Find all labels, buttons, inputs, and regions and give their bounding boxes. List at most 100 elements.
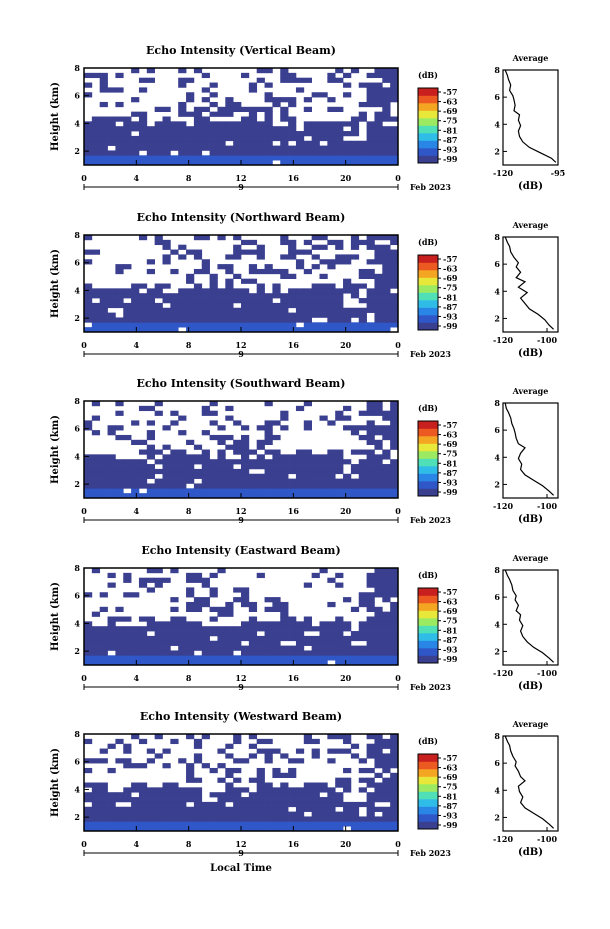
heatmap-cell bbox=[295, 792, 305, 798]
heatmap-cell bbox=[280, 787, 289, 793]
heatmap-cell bbox=[162, 631, 171, 637]
colorbar-tick-label: -63 bbox=[443, 264, 458, 274]
heatmap-cell bbox=[390, 239, 399, 246]
heatmap-cell bbox=[335, 259, 344, 265]
heatmap-cell bbox=[178, 816, 187, 822]
x-tick-label: 0 bbox=[395, 506, 401, 516]
heatmap-cell bbox=[131, 821, 140, 827]
heatmap-cell bbox=[217, 145, 226, 151]
heatmap-cell bbox=[186, 787, 195, 793]
heatmap-cell bbox=[350, 806, 360, 812]
heatmap-cell bbox=[201, 302, 210, 309]
heatmap-cell bbox=[280, 811, 289, 817]
heatmap-cell bbox=[193, 116, 203, 122]
heatmap-cell bbox=[382, 640, 391, 646]
heatmap-cell bbox=[343, 626, 352, 632]
colorbar-tick-label: -75 bbox=[443, 782, 457, 792]
heatmap-cell bbox=[350, 307, 360, 313]
heatmap-cell bbox=[248, 155, 258, 161]
heatmap-cell bbox=[225, 650, 234, 656]
heatmap-cell bbox=[382, 655, 391, 661]
heatmap-cell bbox=[193, 660, 203, 666]
heatmap-cell bbox=[225, 743, 234, 749]
heatmap-cell bbox=[248, 743, 258, 749]
x-tick-label: 20 bbox=[340, 506, 352, 516]
heatmap-cell bbox=[84, 767, 93, 774]
heatmap-cell bbox=[131, 816, 140, 822]
heatmap-cell bbox=[327, 140, 336, 146]
heatmap-cell bbox=[99, 155, 108, 161]
heatmap-cell bbox=[138, 577, 148, 583]
heatmap-cell bbox=[225, 254, 234, 260]
heatmap-cell bbox=[335, 826, 344, 832]
heatmap-cell bbox=[123, 468, 132, 475]
heatmap-cell bbox=[193, 743, 203, 749]
heatmap-cell bbox=[193, 150, 203, 156]
heatmap-cell bbox=[115, 640, 124, 646]
heatmap-cell bbox=[146, 787, 155, 793]
heatmap-cell bbox=[162, 145, 171, 151]
heatmap-cell bbox=[131, 734, 140, 740]
heatmap-cell bbox=[201, 327, 210, 333]
heatmap-cell bbox=[225, 792, 234, 798]
heatmap-cell bbox=[295, 459, 305, 465]
heatmap-cell bbox=[350, 312, 360, 318]
heatmap-cell bbox=[248, 753, 258, 759]
heatmap-cell bbox=[374, 126, 383, 132]
profile-title: Average bbox=[512, 220, 549, 230]
heatmap-cell bbox=[295, 140, 305, 146]
heatmap-cell bbox=[186, 826, 195, 832]
heatmap-cell bbox=[343, 145, 352, 151]
month-label: Feb 2023 bbox=[410, 682, 451, 692]
heatmap-cell bbox=[350, 239, 360, 246]
heatmap-cell bbox=[327, 126, 336, 132]
profile-line bbox=[504, 569, 555, 663]
heatmap-cell bbox=[162, 483, 171, 489]
heatmap-cell bbox=[335, 660, 344, 666]
heatmap-cell bbox=[225, 264, 234, 270]
heatmap-cell bbox=[107, 430, 116, 436]
heatmap-cell bbox=[374, 254, 383, 260]
heatmap-cell bbox=[225, 811, 234, 817]
heatmap-cell bbox=[131, 97, 140, 103]
heatmap-cell bbox=[311, 660, 320, 666]
heatmap-cell bbox=[233, 587, 242, 593]
heatmap-cell bbox=[280, 621, 289, 627]
heatmap-cell bbox=[241, 597, 250, 603]
heatmap-cell bbox=[288, 655, 297, 661]
heatmap-cell bbox=[123, 121, 132, 127]
heatmap-cell bbox=[91, 131, 101, 137]
heatmap-cell bbox=[170, 626, 179, 632]
profile-x-tick-label: -100 bbox=[537, 834, 557, 844]
heatmap-cell bbox=[233, 473, 242, 479]
heatmap-cell bbox=[91, 787, 101, 793]
heatmap-cell bbox=[146, 587, 155, 593]
heatmap-cell bbox=[303, 322, 312, 328]
heatmap-cell bbox=[248, 473, 258, 479]
heatmap-cell bbox=[256, 464, 265, 470]
heatmap-cell bbox=[186, 278, 195, 284]
heatmap-cell bbox=[272, 806, 281, 812]
heatmap-cell bbox=[335, 298, 344, 304]
heatmap-cell bbox=[327, 72, 336, 79]
heatmap-cell bbox=[209, 160, 218, 166]
heatmap-cell bbox=[343, 767, 352, 774]
heatmap-cell bbox=[225, 655, 234, 661]
heatmap-cell bbox=[264, 116, 273, 122]
heatmap-cell bbox=[225, 767, 234, 774]
heatmap-cell bbox=[366, 327, 375, 333]
profile-frame bbox=[502, 69, 559, 166]
heatmap-cell bbox=[272, 597, 281, 603]
heatmap-cell bbox=[248, 239, 258, 246]
heatmap-cell bbox=[256, 635, 265, 642]
heatmap-cell bbox=[390, 655, 399, 661]
heatmap-cell bbox=[366, 101, 375, 108]
heatmap-cell bbox=[366, 572, 375, 579]
y-tick-label: 4 bbox=[74, 118, 80, 128]
heatmap-cell bbox=[264, 816, 273, 822]
heatmap-cell bbox=[123, 650, 132, 656]
heatmap-cell bbox=[209, 126, 218, 132]
heatmap-cell bbox=[319, 135, 328, 142]
heatmap-cell bbox=[390, 278, 399, 284]
heatmap-cell bbox=[272, 131, 281, 137]
